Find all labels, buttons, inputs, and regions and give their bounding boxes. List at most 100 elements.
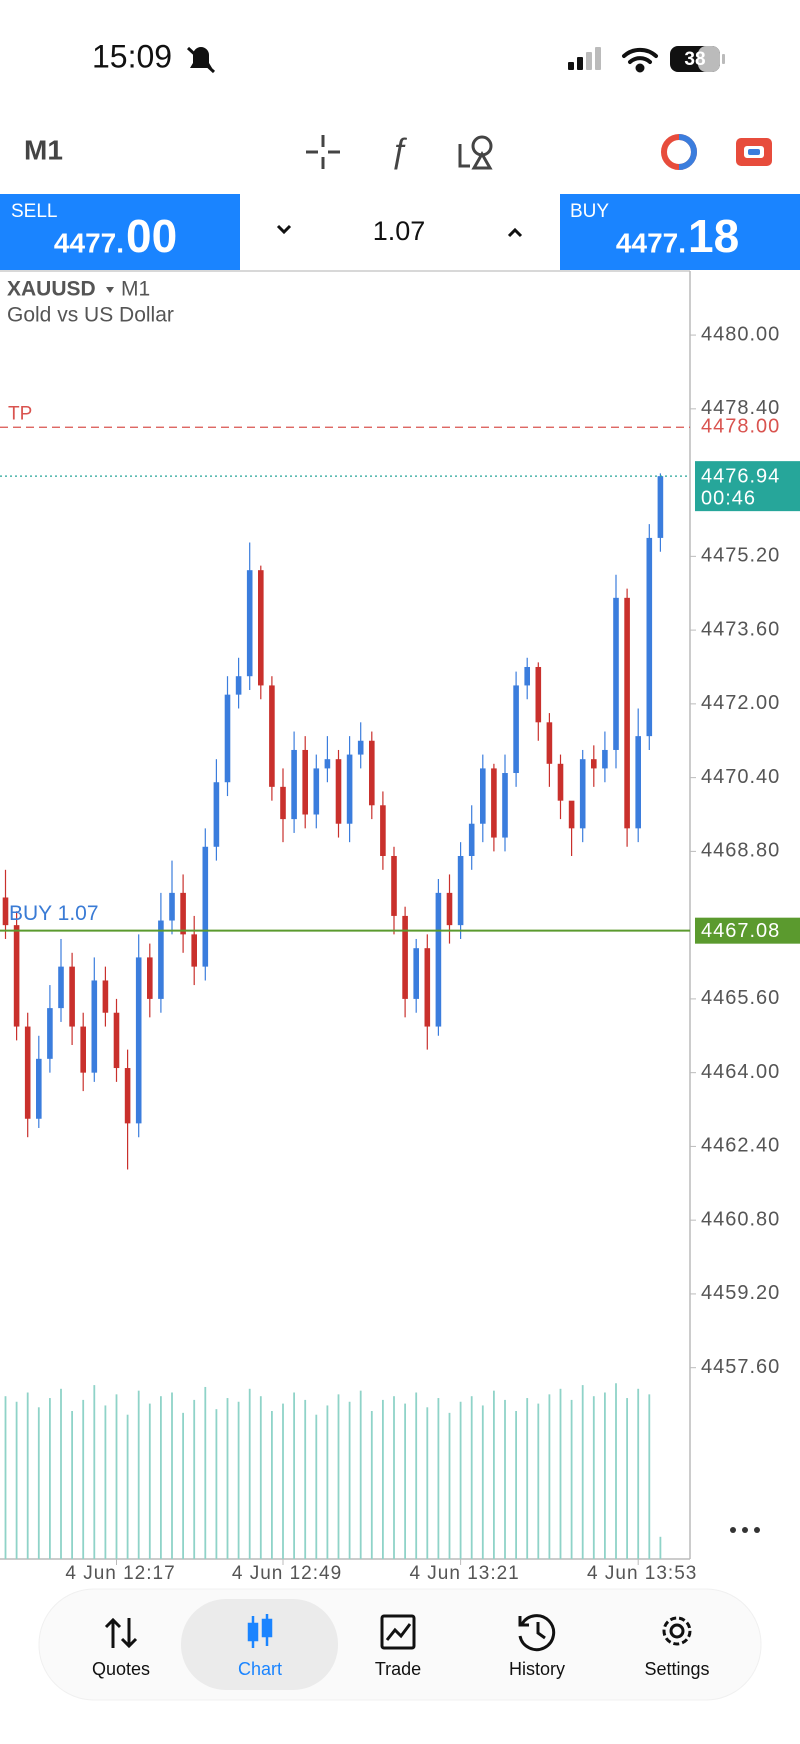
candle-body (491, 768, 497, 838)
volume-bar (160, 1396, 162, 1559)
volume-bar (115, 1394, 118, 1559)
timeframe-button[interactable]: M1 (24, 134, 63, 165)
volume-bar (60, 1388, 62, 1559)
candle-body (58, 966, 64, 1009)
symbol-dropdown[interactable] (106, 287, 114, 293)
nav-bar (38, 1588, 762, 1701)
battery-tip (722, 54, 725, 64)
candle-body (69, 966, 75, 1027)
y-tick-label: 4478.40 (701, 397, 780, 419)
candle-body (246, 570, 253, 677)
candle-body (635, 736, 641, 829)
volume-bar (515, 1411, 517, 1559)
volume-bar (304, 1399, 307, 1559)
candle-body (568, 800, 575, 829)
history-icon (518, 1614, 556, 1652)
buy-button[interactable] (560, 194, 800, 270)
sell-price-big: 00 (126, 210, 177, 262)
volume-bar (526, 1398, 529, 1559)
volume-bar (4, 1396, 7, 1559)
nav-quotes[interactable]: Quotes (92, 1659, 150, 1679)
y-tick-label: 4468.80 (701, 840, 780, 862)
buy-label: BUY (570, 201, 609, 222)
volume-bar (470, 1396, 473, 1559)
volume-up-button[interactable] (507, 227, 523, 238)
volume-bar (293, 1392, 295, 1559)
candle-body (402, 915, 408, 999)
candle-body (468, 823, 475, 856)
candle-body (380, 805, 386, 856)
objects-button[interactable] (458, 135, 493, 170)
volume-bar (382, 1399, 384, 1559)
candle-body (324, 759, 331, 769)
volume-bar (626, 1398, 628, 1559)
candle-body (613, 597, 619, 750)
volume-bar (548, 1394, 551, 1559)
volume-bar (648, 1394, 651, 1559)
volume-bar (337, 1394, 340, 1559)
candle-body (13, 925, 20, 1027)
nav-trade[interactable]: Trade (375, 1659, 421, 1679)
volume-bar (459, 1401, 462, 1559)
candle-body (135, 957, 142, 1124)
candle-body (147, 957, 153, 999)
y-tick-label: 4462.40 (701, 1135, 780, 1157)
volume-bar (448, 1412, 451, 1559)
y-tick-label: 4457.60 (701, 1356, 780, 1378)
volume-value[interactable]: 1.07 (373, 216, 426, 246)
y-tick-label: 4459.20 (701, 1282, 780, 1304)
volume-bar (426, 1407, 429, 1559)
bell-off-icon (186, 46, 216, 74)
volume-bar (393, 1396, 395, 1559)
nav-settings[interactable]: Settings (644, 1659, 709, 1679)
volume-bar (104, 1405, 107, 1559)
candle-body (158, 920, 164, 999)
accounts-button[interactable] (661, 134, 697, 170)
x-tick-label: 4 Jun 12:17 (65, 1563, 175, 1584)
volume-bar (581, 1385, 584, 1559)
candle-body (235, 676, 242, 695)
candle-body (391, 855, 397, 916)
candle-body (335, 759, 342, 824)
volume-bar (315, 1414, 318, 1559)
volume-bar (237, 1401, 240, 1559)
price-label-box (694, 415, 800, 438)
volume-bar (570, 1399, 573, 1559)
volume-bar (204, 1386, 207, 1559)
candle-body (424, 948, 431, 1027)
more-button[interactable] (730, 1527, 760, 1533)
candle-body (646, 537, 653, 737)
price-label-box (695, 461, 800, 512)
candle-body (413, 948, 419, 999)
volume-bar (415, 1392, 418, 1559)
price-line-name: BUY 1.07 (9, 902, 99, 925)
candle-body (346, 754, 353, 824)
candle-body (535, 666, 542, 723)
nav-history[interactable]: History (509, 1659, 565, 1679)
y-tick-label: 4470.40 (701, 766, 780, 788)
volume-down-button[interactable] (276, 224, 292, 235)
y-tick-label: 4480.00 (701, 323, 780, 345)
settings-icon (662, 1616, 692, 1646)
candle-body (269, 685, 275, 787)
price-time: 00:46 (701, 487, 756, 509)
nav-chart[interactable]: Chart (238, 1659, 282, 1679)
volume-bar (182, 1412, 184, 1559)
indicators-button[interactable]: ƒ (390, 132, 409, 171)
volume-bar (259, 1396, 262, 1559)
price-label-box (695, 917, 800, 944)
candle-body (2, 897, 9, 926)
sell-button[interactable] (0, 194, 240, 270)
volume-bar (126, 1414, 129, 1559)
candle-body (91, 980, 98, 1073)
candle-body (657, 476, 664, 538)
volume-bar (137, 1390, 140, 1559)
chart-symbol[interactable]: XAUUSD (7, 278, 96, 301)
candle-body (513, 685, 519, 774)
volume-bar (148, 1403, 151, 1559)
x-tick-label: 4 Jun 12:49 (232, 1563, 342, 1584)
trade-mode-button[interactable] (736, 138, 772, 166)
candle-body (524, 666, 530, 686)
volume-bar (82, 1399, 85, 1559)
crosshair-button[interactable] (306, 135, 340, 169)
